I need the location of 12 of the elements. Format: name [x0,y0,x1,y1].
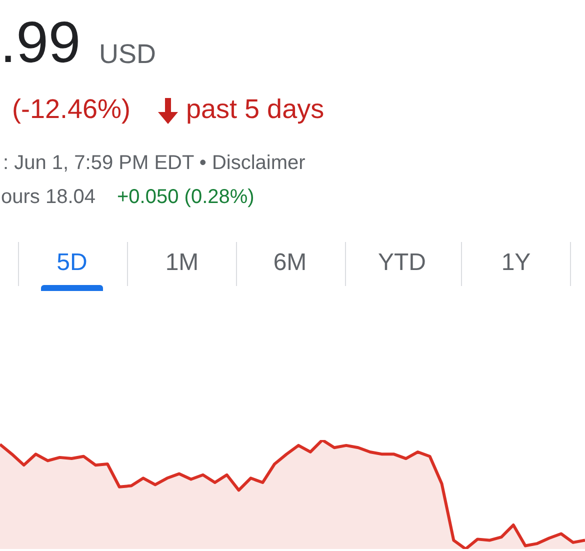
text: USD [99,38,156,70]
text: 6M [272,249,308,278]
text: YTD [377,249,427,278]
text: ours 18.04 [1,185,96,209]
text: 1Y [500,249,532,278]
text: : Jun 1, 7:59 PM EDT • Disclaimer [3,151,306,175]
text: (-12.46%) [12,93,131,126]
text: .99 [0,9,81,77]
text: 1M [164,249,200,278]
text: 5D [56,249,88,278]
text: past 5 days [186,93,324,126]
text: +0.050 (0.28%) [117,185,254,209]
